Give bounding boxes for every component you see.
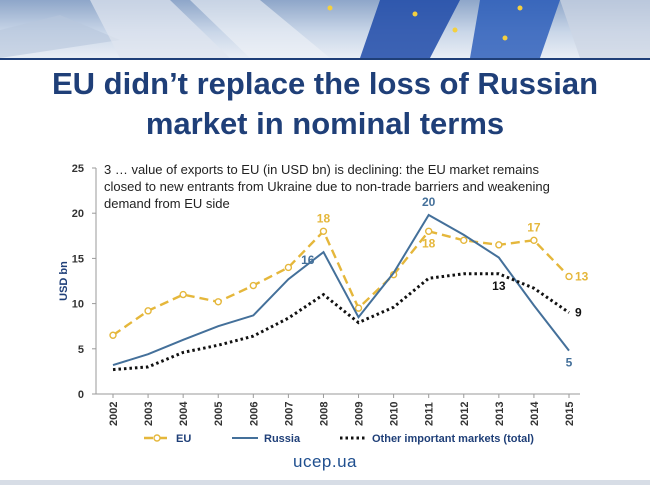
data-label: 18 [317, 211, 331, 225]
x-tick-label: 2007 [283, 402, 295, 426]
eu-flags-background [0, 0, 650, 58]
x-tick-label: 2003 [143, 402, 155, 426]
data-label: 17 [527, 220, 541, 234]
data-point-eu [284, 263, 293, 272]
legend-marker [153, 434, 161, 442]
data-label: 16 [301, 253, 315, 267]
x-tick-label: 2009 [354, 402, 366, 426]
data-label: 13 [575, 269, 589, 283]
y-tick-label: 15 [72, 253, 84, 265]
slide-title: EU didn’t replace the loss of Russian ma… [0, 64, 650, 144]
x-tick-label: 2013 [494, 402, 506, 426]
slide-title-line-2: market in nominal terms [145, 106, 505, 141]
data-point-eu [424, 227, 433, 235]
bottom-bar [0, 480, 650, 485]
data-label: 9 [575, 306, 582, 320]
x-tick-label: 2010 [389, 402, 401, 426]
header-banner-image [0, 0, 650, 58]
header-divider [0, 58, 650, 60]
data-point-eu [460, 236, 468, 245]
y-tick-label: 20 [72, 208, 84, 220]
data-point-eu [144, 307, 152, 315]
y-tick-label: 0 [78, 389, 84, 401]
x-tick-label: 2004 [178, 401, 190, 426]
x-tick-label: 2008 [318, 402, 330, 426]
data-point-eu [179, 290, 187, 299]
x-tick-label: 2015 [564, 402, 576, 426]
data-point-eu [495, 241, 503, 249]
x-tick-label: 2011 [424, 402, 436, 426]
legend-label: Other important markets (total) [372, 433, 534, 445]
series-line-russia [112, 213, 570, 367]
chart-annotation-line: demand from EU side [104, 196, 230, 211]
x-tick-label: 2005 [213, 402, 225, 426]
data-point-eu [109, 331, 117, 339]
x-tick-label: 2006 [248, 402, 260, 426]
x-tick-label: 2012 [459, 402, 471, 426]
data-point-eu [354, 304, 363, 312]
y-tick-label: 25 [72, 163, 84, 175]
x-tick-label: 2014 [529, 401, 541, 426]
series-line-eu [112, 229, 570, 337]
data-point-eu [249, 281, 258, 290]
data-point-eu [214, 298, 222, 306]
chart-annotation-line: 3 … value of exports to EU (in USD bn) i… [104, 162, 539, 177]
y-tick-label: 10 [72, 299, 84, 311]
y-tick-label: 5 [78, 344, 84, 356]
legend-label: Russia [264, 433, 301, 445]
series-line-other-important-markets-total [112, 272, 570, 372]
data-label: 5 [566, 356, 573, 370]
data-label: 20 [422, 195, 436, 209]
data-label: 18 [422, 236, 436, 250]
y-axis-label: USD bn [58, 261, 70, 301]
slide-title-line-1: EU didn’t replace the loss of Russian [51, 66, 599, 101]
legend-label: EU [176, 433, 191, 445]
chart-annotation-line: closed to new entrants from Ukraine due … [104, 179, 550, 194]
data-point-eu [565, 272, 573, 281]
data-point-eu [530, 236, 538, 245]
footer-website[interactable]: ucep.ua [293, 452, 357, 471]
x-tick-label: 2002 [108, 402, 120, 426]
line-chart: 0 5 10 15 20 25 USD bn 2002 2003 2004 2005 2006 2007… [58, 162, 589, 445]
data-label: 13 [492, 279, 506, 293]
data-point-eu [319, 227, 328, 235]
